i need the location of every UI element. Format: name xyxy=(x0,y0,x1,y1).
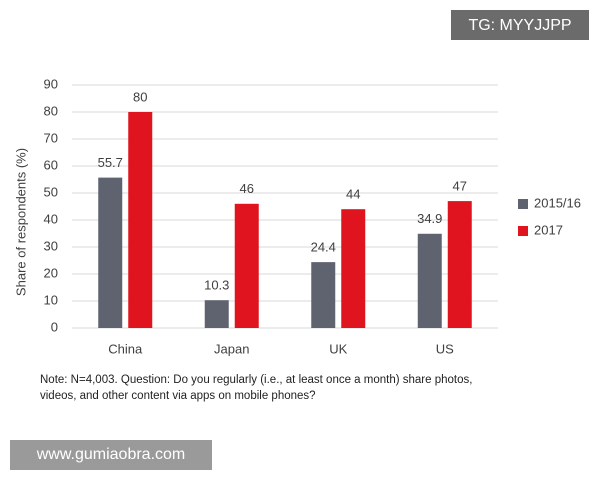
value-label: 34.9 xyxy=(417,211,442,226)
value-label: 24.4 xyxy=(311,240,336,255)
value-label: 47 xyxy=(453,179,467,194)
watermark: TG: MYYJJPP xyxy=(468,17,571,34)
bar xyxy=(341,209,366,328)
legend-swatch xyxy=(518,226,528,236)
y-tick-label: 40 xyxy=(44,211,58,226)
y-tick-label: 60 xyxy=(44,157,58,172)
bar xyxy=(447,201,472,328)
y-tick-label: 30 xyxy=(44,238,58,253)
y-tick-label: 20 xyxy=(44,265,58,280)
x-tick-label: Japan xyxy=(214,341,249,356)
y-tick-label: 50 xyxy=(44,184,58,199)
x-tick-label: US xyxy=(436,341,454,356)
y-tick-label: 0 xyxy=(51,319,58,334)
note: Note: N=4,003. Question: Do you regularl… xyxy=(40,374,472,386)
y-tick-label: 80 xyxy=(44,103,58,118)
legend-label: 2017 xyxy=(534,222,563,237)
value-label: 55.7 xyxy=(98,155,123,170)
bar xyxy=(311,262,336,328)
y-tick-label: 70 xyxy=(44,130,58,145)
legend-swatch xyxy=(518,199,528,209)
y-tick-label: 90 xyxy=(44,76,58,91)
x-tick-label: UK xyxy=(329,341,347,356)
legend-label: 2015/16 xyxy=(534,195,581,210)
watermark-box xyxy=(10,440,212,470)
value-label: 80 xyxy=(133,89,147,104)
note: videos, and other content via apps on mo… xyxy=(40,390,316,402)
watermark: www.gumiaobra.com xyxy=(36,446,186,463)
value-label: 44 xyxy=(346,187,360,202)
value-label: 10.3 xyxy=(204,278,229,293)
watermark-box xyxy=(451,10,589,40)
value-label: 46 xyxy=(240,181,254,196)
bar xyxy=(417,233,442,328)
bar xyxy=(128,112,153,328)
y-tick-label: 10 xyxy=(44,292,58,307)
bar xyxy=(98,177,123,328)
bar xyxy=(234,203,259,328)
y-axis-label: Share of respondents (%) xyxy=(13,148,28,296)
x-tick-label: China xyxy=(108,341,143,356)
bar xyxy=(204,300,229,328)
